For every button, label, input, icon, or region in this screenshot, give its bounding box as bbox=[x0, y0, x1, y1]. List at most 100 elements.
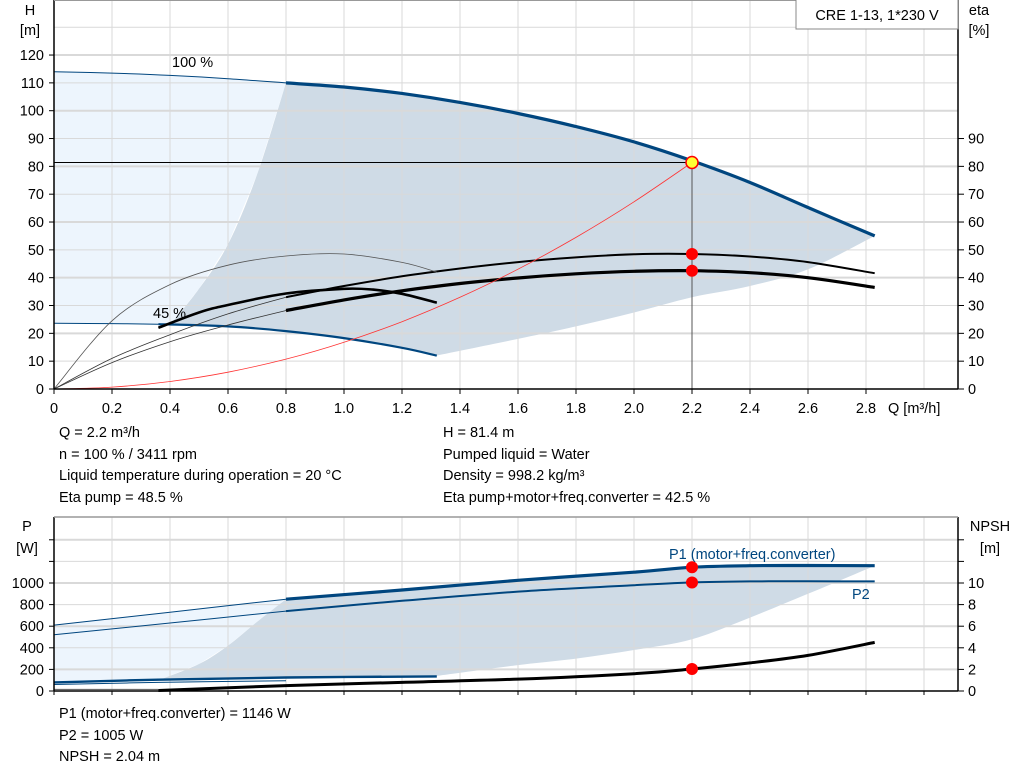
x-tick-label: 2.0 bbox=[624, 401, 644, 417]
info-head: H = 81.4 m bbox=[443, 425, 515, 441]
y-tick-label: 120 bbox=[20, 48, 44, 64]
p2-marker bbox=[686, 576, 698, 589]
curve-eta-lead1 bbox=[53, 296, 287, 390]
power-range-dark bbox=[158, 565, 875, 681]
y2-tick-label: 20 bbox=[968, 326, 984, 342]
curve-p2 bbox=[285, 580, 875, 613]
x-tick-label: 1.6 bbox=[508, 401, 528, 417]
x-tick-label: 0.6 bbox=[218, 401, 238, 417]
curve-h100-thin bbox=[53, 71, 287, 84]
operating-info-left: Q = 2.2 m³/h n = 100 % / 3411 rpm Liquid… bbox=[59, 423, 342, 509]
npsh-marker bbox=[686, 662, 698, 675]
y-axis-label-p: P bbox=[22, 519, 32, 535]
info-pumped-liquid: Pumped liquid = Water bbox=[443, 446, 590, 463]
y-tick-label: 20 bbox=[28, 326, 44, 342]
info-eta-total: Eta pump+motor+freq.converter = 42.5 % bbox=[443, 489, 711, 506]
top-chart-axes: 0 0.2 0.4 0.6 0.8 1.0 1.2 1.4 1.6 1.8 2.0 2.2 2.4 2.6… bbox=[20, 0, 984, 417]
x-tick-label: 1.0 bbox=[334, 401, 354, 417]
legend-p1: P1 (motor+freq.converter) bbox=[669, 547, 835, 563]
y-tick-label: 100 bbox=[20, 104, 44, 120]
eta-pump-marker bbox=[686, 248, 698, 261]
bottom-chart-axes: 0 200 400 600 800 1000 0 2 4 6 8 10 bbox=[12, 516, 984, 700]
curve-h100 bbox=[285, 81, 876, 238]
x-tick-label: 1.2 bbox=[392, 401, 412, 417]
y-tick-label: 1000 bbox=[12, 576, 44, 592]
x-tick-label: 0.4 bbox=[160, 401, 180, 417]
y2-tick-label: 10 bbox=[968, 354, 984, 370]
curve-npsh bbox=[158, 640, 875, 692]
curve-eta45-pump-thin bbox=[53, 253, 437, 390]
duty-point-marker bbox=[685, 155, 699, 170]
y-tick-label: 110 bbox=[21, 76, 44, 92]
info-npsh: NPSH = 2.04 m bbox=[59, 749, 161, 765]
x-tick-label: 2.6 bbox=[798, 401, 818, 417]
y2-tick-label: 30 bbox=[968, 299, 984, 315]
y-axis-label-h: H bbox=[25, 3, 35, 19]
curve-eta45-total bbox=[157, 287, 438, 330]
x-axis-label-q: Q [m³/h] bbox=[888, 401, 940, 417]
chart-title-box bbox=[795, 0, 959, 30]
curve-p1-45 bbox=[53, 675, 437, 684]
info-speed: n = 100 % / 3411 rpm bbox=[59, 446, 197, 463]
x-tick-label: 0.2 bbox=[102, 401, 122, 417]
curve-eta-total bbox=[285, 269, 875, 313]
operating-info-right: H = 81.4 m Pumped liquid = Water Density… bbox=[443, 423, 710, 509]
power-info: P1 (motor+freq.converter) = 1146 W P2 = … bbox=[59, 704, 291, 769]
y2-tick-label: 6 bbox=[968, 619, 976, 635]
y-tick-label: 80 bbox=[28, 159, 44, 175]
curve-p2-thin bbox=[53, 610, 287, 636]
annotation-45-percent: 45 % bbox=[153, 306, 186, 322]
curve-h45 bbox=[158, 323, 438, 357]
y-tick-label: 30 bbox=[28, 299, 44, 315]
y-tick-label: 0 bbox=[36, 382, 44, 398]
bottom-chart-curves bbox=[53, 561, 875, 692]
y-tick-label: 70 bbox=[28, 187, 44, 203]
x-tick-label: 2.8 bbox=[856, 401, 876, 417]
info-flow: Q = 2.2 m³/h bbox=[59, 425, 140, 441]
y2-tick-label: 60 bbox=[968, 215, 984, 231]
y2-tick-label: 0 bbox=[968, 382, 976, 398]
curve-p2-45 bbox=[53, 680, 287, 685]
x-tick-label: 0.8 bbox=[276, 401, 296, 417]
curve-system bbox=[53, 162, 693, 390]
curve-p1-thin bbox=[53, 598, 287, 626]
y2-tick-label: 2 bbox=[968, 662, 976, 678]
eta-total-marker bbox=[686, 264, 698, 277]
top-chart-grid bbox=[53, 0, 958, 389]
y2-axis-label-eta: eta bbox=[969, 3, 990, 19]
x-tick-label: 2.4 bbox=[740, 401, 760, 417]
y-tick-label: 200 bbox=[20, 662, 44, 678]
legend-p2: P2 bbox=[852, 587, 870, 603]
y-tick-label: 50 bbox=[28, 243, 44, 259]
y2-tick-label: 10 bbox=[968, 576, 984, 592]
y-axis-unit-p: [W] bbox=[16, 541, 38, 557]
y-tick-label: 0 bbox=[36, 684, 44, 700]
y-tick-label: 10 bbox=[28, 354, 44, 370]
y2-axis-unit-eta: [%] bbox=[969, 23, 990, 39]
y2-tick-label: 8 bbox=[968, 598, 976, 614]
x-tick-label: 1.8 bbox=[566, 401, 586, 417]
y2-tick-label: 70 bbox=[968, 187, 984, 203]
top-chart-curves bbox=[53, 71, 876, 390]
annotation-100-percent: 100 % bbox=[172, 55, 213, 71]
y2-tick-label: 0 bbox=[968, 684, 976, 700]
p1-marker bbox=[686, 561, 698, 574]
curve-h45-thin bbox=[53, 322, 159, 325]
info-liquid-temperature: Liquid temperature during operation = 20… bbox=[59, 468, 342, 484]
y2-tick-label: 90 bbox=[968, 132, 984, 148]
y-tick-label: 90 bbox=[28, 132, 44, 148]
x-tick-label: 1.4 bbox=[450, 401, 470, 417]
chart-title: CRE 1-13, 1*230 V bbox=[815, 8, 939, 24]
curve-eta-pump bbox=[285, 252, 875, 299]
info-density: Density = 998.2 kg/m³ bbox=[443, 468, 585, 484]
info-eta-pump: Eta pump = 48.5 % bbox=[59, 489, 183, 506]
y-tick-label: 800 bbox=[20, 598, 44, 614]
y2-tick-label: 50 bbox=[968, 243, 984, 259]
y2-tick-label: 4 bbox=[968, 641, 976, 657]
y2-axis-label-npsh: NPSH bbox=[970, 519, 1010, 535]
y2-tick-label: 40 bbox=[968, 271, 984, 287]
curve-p1 bbox=[285, 563, 875, 601]
y2-tick-label: 80 bbox=[968, 159, 984, 175]
y-tick-label: 60 bbox=[28, 215, 44, 231]
